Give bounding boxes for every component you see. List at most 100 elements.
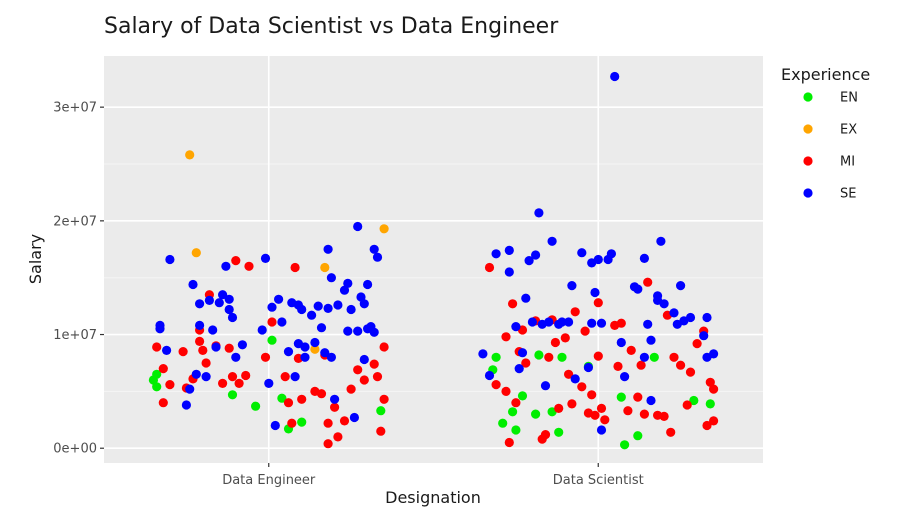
data-point (165, 254, 175, 265)
data-point (323, 244, 333, 254)
data-point (682, 400, 692, 410)
data-point (195, 320, 205, 330)
data-point (557, 317, 567, 327)
data-point (267, 317, 277, 327)
data-point (527, 317, 538, 327)
data-point (593, 254, 603, 265)
data-point (596, 318, 607, 328)
data-point (639, 253, 650, 263)
data-point (554, 403, 564, 413)
data-point (478, 349, 488, 359)
data-point (633, 431, 643, 441)
legend-label: EN (840, 91, 858, 106)
legend-key (803, 124, 813, 134)
data-point (310, 344, 320, 354)
data-point (633, 392, 643, 402)
data-point (307, 310, 317, 320)
data-point (244, 261, 254, 271)
data-point (590, 287, 600, 298)
data-point (669, 352, 679, 362)
y-axis: 0e+00 1e+07 2e+07 3e+07 (53, 101, 104, 457)
data-point (320, 262, 330, 273)
data-point (524, 256, 534, 266)
data-point (376, 426, 386, 436)
data-point (221, 261, 231, 271)
legend-item-ex: EX (803, 123, 857, 138)
data-point (699, 331, 709, 341)
x-axis-title: Designation (385, 488, 481, 507)
data-point (666, 427, 676, 437)
data-point (343, 326, 353, 336)
data-point (580, 326, 590, 336)
data-point (300, 352, 310, 362)
data-point (511, 322, 521, 332)
data-point (491, 352, 501, 362)
data-point (152, 342, 162, 352)
data-point (231, 352, 241, 362)
data-point (330, 402, 340, 412)
data-point (379, 342, 389, 352)
data-point (379, 394, 389, 404)
data-point (567, 281, 577, 291)
legend-item-mi: MI (803, 155, 855, 170)
data-point (676, 360, 686, 370)
data-point (709, 384, 719, 394)
data-point (201, 372, 211, 382)
data-point (349, 412, 359, 423)
data-point (297, 417, 307, 427)
data-point (504, 267, 514, 277)
data-point (260, 352, 271, 362)
data-point (550, 337, 561, 348)
y-tick-label: 3e+07 (53, 101, 97, 116)
data-point (227, 390, 238, 400)
data-point (195, 336, 205, 346)
data-point (191, 248, 201, 258)
data-point (369, 244, 379, 254)
data-point (583, 362, 594, 373)
data-point (224, 304, 234, 315)
data-point (264, 378, 274, 388)
data-point (676, 281, 686, 291)
data-point (326, 352, 336, 362)
data-point (158, 398, 168, 408)
legend-title: Experience (781, 65, 870, 84)
legend-label: MI (840, 155, 855, 170)
data-point (201, 358, 211, 368)
data-point (491, 249, 501, 259)
data-point (656, 236, 666, 246)
data-point (330, 394, 340, 404)
data-point (316, 389, 327, 399)
data-point (689, 395, 699, 406)
legend-item-se: SE (803, 187, 856, 202)
data-point (484, 262, 495, 273)
data-point (554, 427, 564, 437)
data-point (613, 361, 623, 371)
data-point (531, 409, 541, 419)
data-point (274, 294, 284, 304)
data-point (178, 347, 188, 357)
legend-key (803, 92, 813, 102)
data-point (504, 437, 514, 448)
data-point (544, 317, 554, 327)
x-tick-label: Data Engineer (222, 473, 316, 488)
data-point (267, 335, 277, 345)
data-point (227, 312, 238, 323)
data-point (567, 399, 577, 409)
data-point (359, 354, 369, 365)
data-point (277, 317, 287, 327)
data-point (165, 380, 175, 390)
data-point (218, 290, 228, 300)
data-point (531, 250, 541, 260)
data-point (639, 409, 650, 419)
data-point (560, 333, 570, 343)
data-point (224, 294, 234, 304)
data-point (152, 369, 162, 379)
data-point (616, 318, 626, 328)
data-point (369, 327, 379, 337)
data-point (234, 378, 244, 388)
data-point (491, 380, 501, 390)
data-point (596, 425, 607, 435)
data-point (534, 208, 544, 218)
data-point (316, 323, 327, 333)
data-point (521, 358, 531, 368)
